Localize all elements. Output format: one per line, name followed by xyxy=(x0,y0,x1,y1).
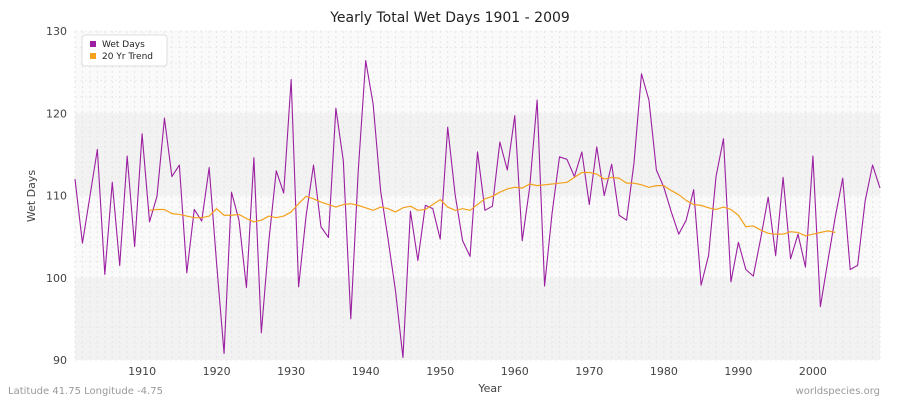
y-tick-label: 110 xyxy=(46,190,67,203)
legend-swatch xyxy=(90,41,96,47)
x-tick-label: 1920 xyxy=(203,365,231,378)
x-tick-label: 1930 xyxy=(277,365,305,378)
footer-source: worldspecies.org xyxy=(796,386,880,397)
series-line-wet-days xyxy=(74,60,881,359)
legend-box xyxy=(81,34,168,67)
x-tick-label: 2000 xyxy=(799,365,827,378)
x-tick-label: 1960 xyxy=(501,365,529,378)
x-tick-label: 1940 xyxy=(352,365,380,378)
footer-coordinates: Latitude 41.75 Longitude -4.75 xyxy=(8,386,163,397)
x-tick-label: 1970 xyxy=(575,365,603,378)
legend: Wet Days 20 Yr Trend xyxy=(81,34,168,67)
x-tick-label: 1980 xyxy=(650,365,678,378)
legend-entry: Wet Days xyxy=(102,40,145,50)
series-layer xyxy=(74,60,881,359)
y-tick-label: 100 xyxy=(46,272,67,285)
x-tick-label: 1990 xyxy=(724,365,752,378)
y-tick-label: 120 xyxy=(46,107,67,120)
x-axis-label: Year xyxy=(477,382,502,395)
legend-entry: 20 Yr Trend xyxy=(102,52,153,62)
chart-title: Yearly Total Wet Days 1901 - 2009 xyxy=(329,10,570,26)
series-line-trend xyxy=(149,171,836,237)
x-axis-ticks: 1910 1920 1930 1940 1950 1960 1970 1980 1990 2000 xyxy=(128,365,827,378)
grid-lines xyxy=(74,30,881,361)
y-axis-ticks: 90 100 110 120 130 xyxy=(46,25,67,367)
y-tick-label: 90 xyxy=(53,354,67,367)
y-tick-label: 130 xyxy=(46,25,67,38)
legend-swatch xyxy=(90,53,96,59)
x-tick-label: 1950 xyxy=(426,365,454,378)
x-tick-label: 1910 xyxy=(128,365,156,378)
y-axis-label: Wet Days xyxy=(25,170,38,223)
